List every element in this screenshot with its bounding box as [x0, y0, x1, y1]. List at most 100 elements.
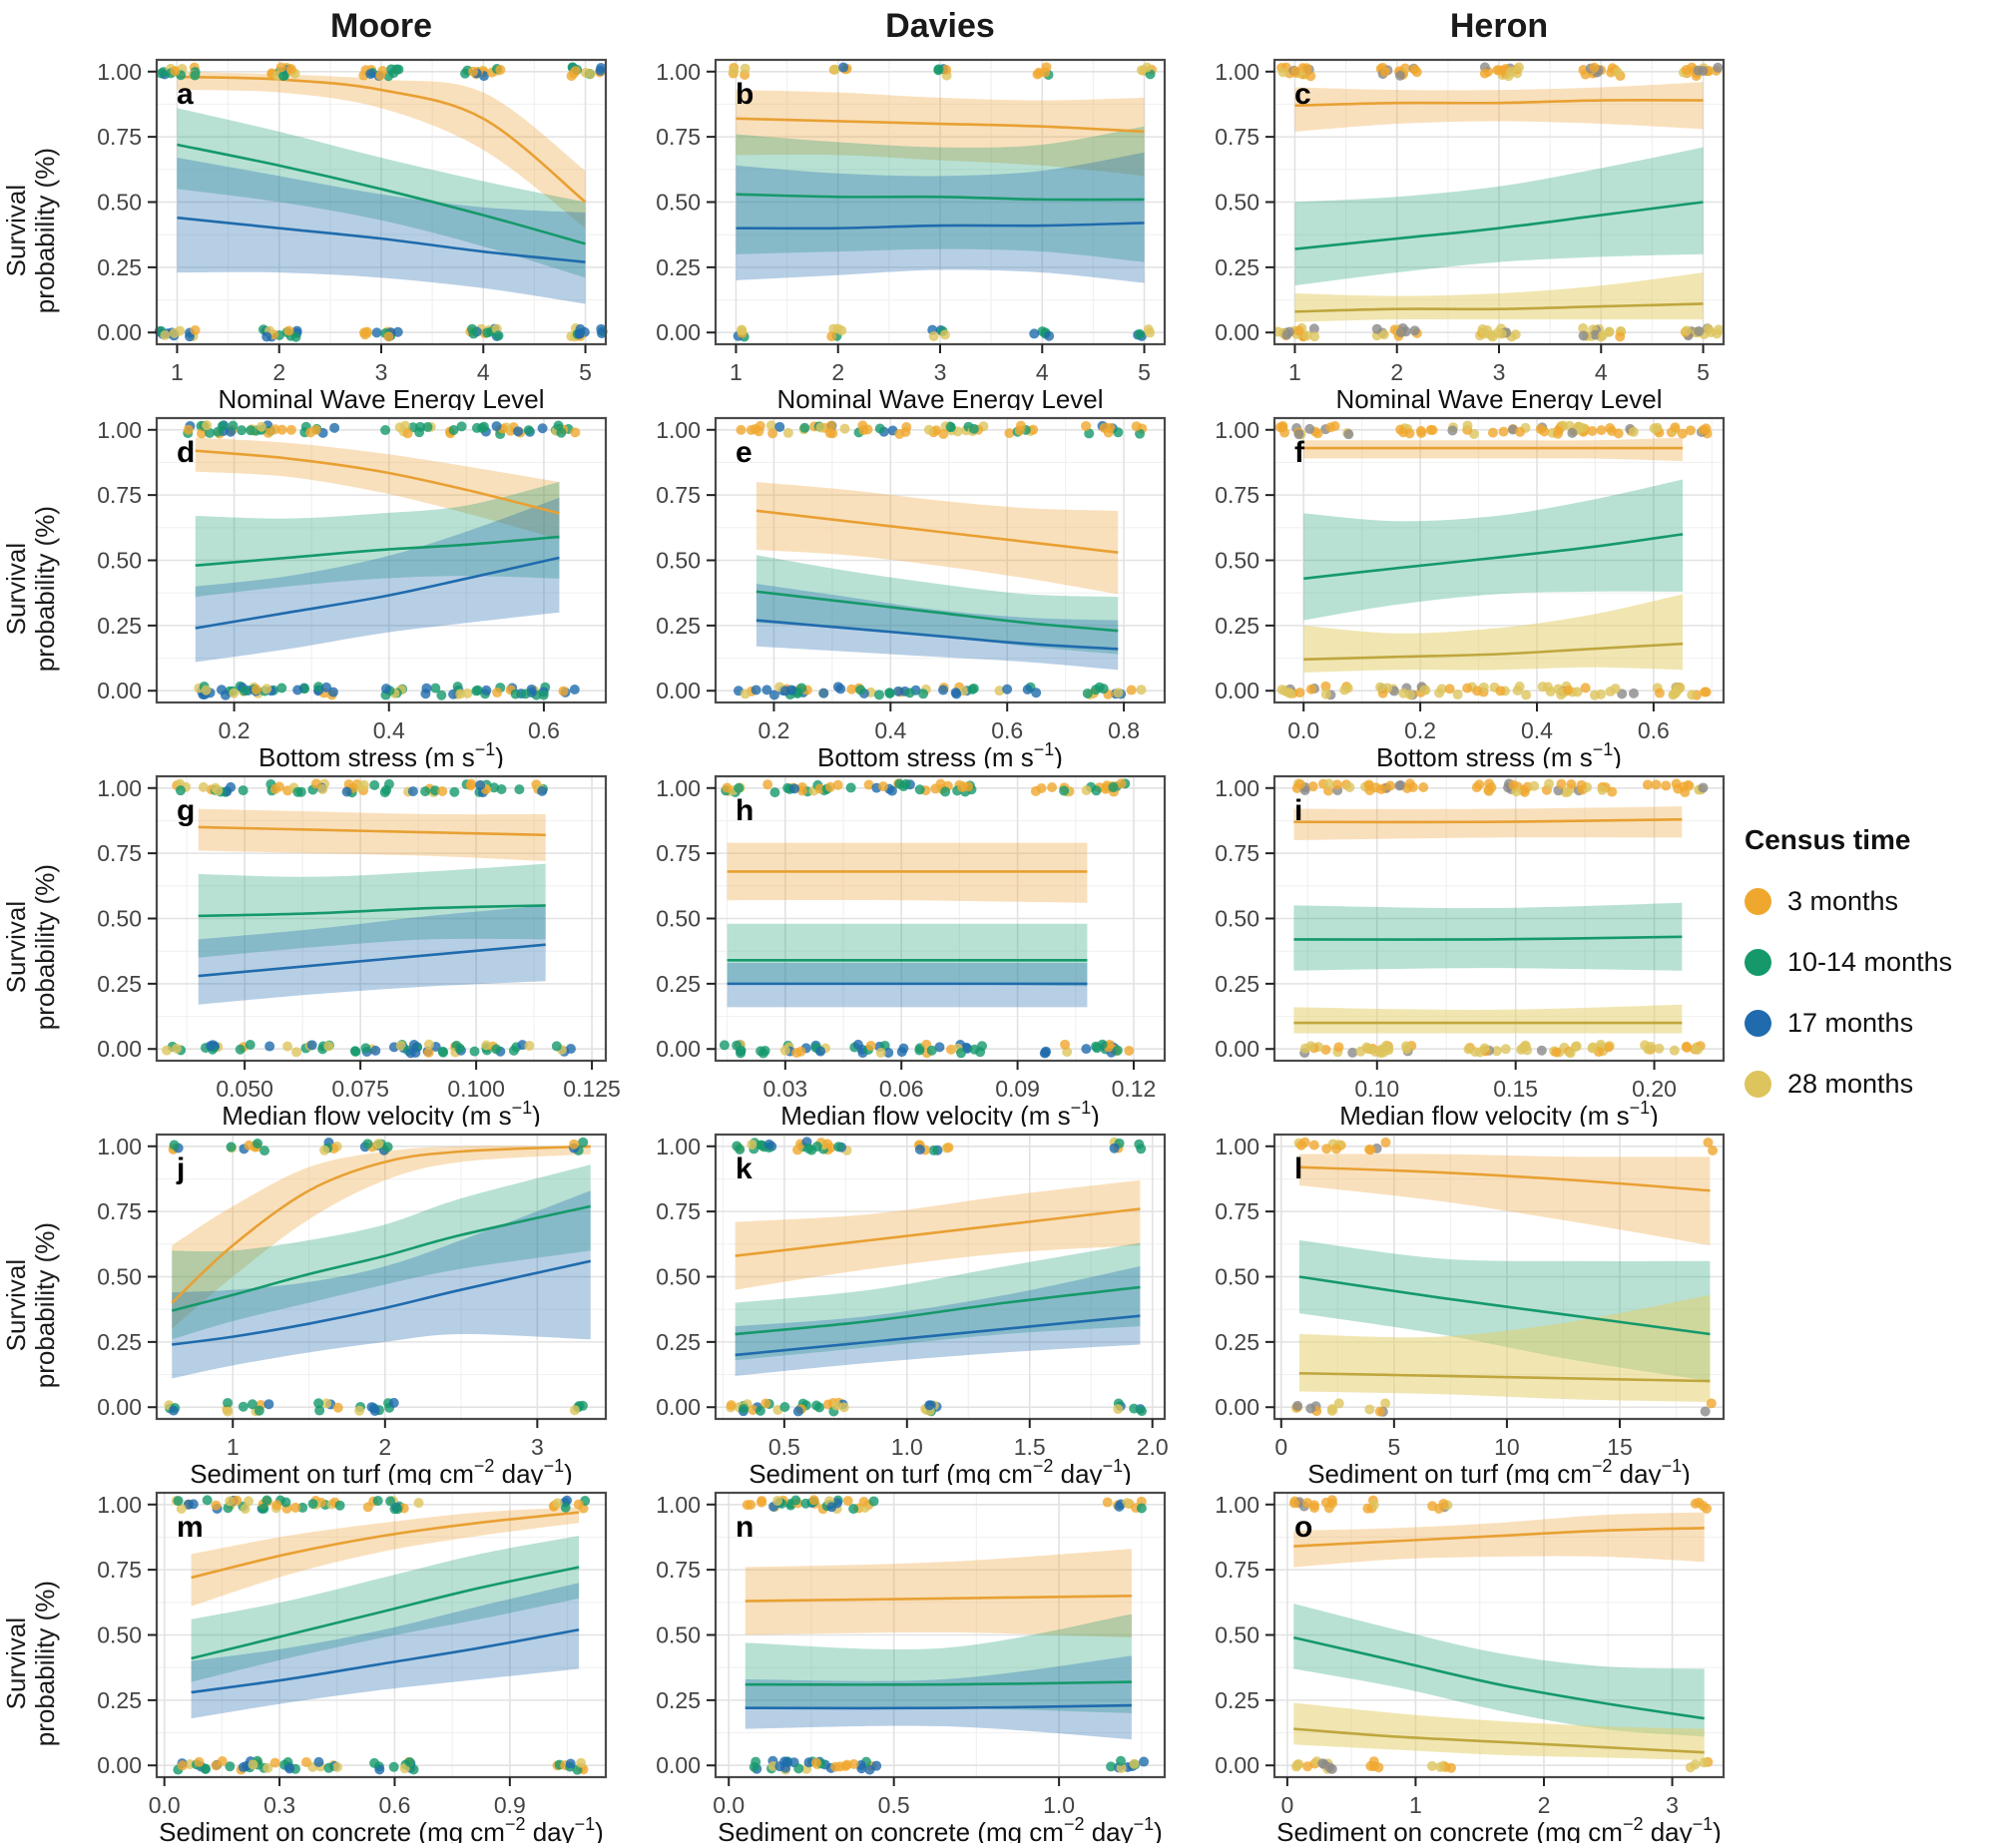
axis-ticks [707, 786, 1135, 1070]
svg-text:0.00: 0.00 [97, 1752, 142, 1778]
trend-line-m17 [736, 222, 1145, 231]
svg-text:0.00: 0.00 [1215, 1752, 1259, 1778]
svg-text:0.00: 0.00 [656, 1036, 701, 1062]
panel-d: 0.2 0.4 0.6 1.00 0.75 0.50 0.25 0.00 d Bottom str… [62, 410, 621, 772]
x-tick-labels: 1 2 3 [227, 1434, 544, 1460]
panel-i-svg: 0.10 0.15 0.20 1.00 0.75 0.50 0.25 0.00 i Median … [1215, 775, 1726, 1131]
y-tick-labels: 1.00 0.75 0.50 0.25 0.00 [97, 417, 142, 703]
ribbon-m10 [727, 923, 1088, 987]
svg-text:0.9: 0.9 [494, 1792, 526, 1818]
ribbon-m28 [1293, 1702, 1705, 1761]
svg-text:1: 1 [1288, 359, 1301, 385]
ribbon-m3 [735, 1179, 1141, 1290]
y-tick-labels: 1.00 0.75 0.50 0.25 0.00 [1215, 417, 1259, 703]
legend-item-10-14-months: 10-14 months [1745, 947, 2002, 978]
svg-text:1.00: 1.00 [1215, 59, 1259, 85]
grid-major [1274, 1493, 1724, 1777]
y-axis-label: Survival probability (%) [0, 1581, 61, 1747]
trend-line-m10 [745, 1680, 1132, 1686]
svg-text:0.25: 0.25 [656, 1329, 701, 1355]
ribbon-m3 [1303, 437, 1684, 462]
svg-text:0.0: 0.0 [149, 1792, 181, 1818]
panel-d-svg: 0.2 0.4 0.6 1.00 0.75 0.50 0.25 0.00 d Bottom str… [97, 417, 608, 772]
ribbon-m3 [172, 1146, 591, 1329]
svg-text:1.00: 1.00 [97, 1492, 142, 1518]
svg-text:0.125: 0.125 [563, 1076, 621, 1102]
grid-minor [157, 418, 606, 702]
axis-ticks [1265, 1145, 1621, 1428]
svg-text:0.25: 0.25 [1215, 1329, 1259, 1355]
svg-text:0.00: 0.00 [656, 678, 701, 703]
panel-letter: a [177, 78, 194, 111]
panel-c: 1 2 3 4 5 1.00 0.75 0.50 0.25 0.00 c Nominal Wave E… [1180, 52, 1739, 414]
svg-text:0.25: 0.25 [97, 1329, 142, 1355]
panel-h: 0.03 0.06 0.09 0.12 1.00 0.75 0.50 0.25 0.00 h Med… [621, 768, 1180, 1131]
x-axis-title: Median flow velocity (m s−1) [222, 1098, 541, 1127]
svg-text:1.00: 1.00 [656, 1134, 701, 1159]
rug-points [1288, 1495, 1714, 1774]
svg-text:0.00: 0.00 [656, 1752, 701, 1778]
ribbon-m28 [1293, 1004, 1683, 1034]
axis-ticks [1265, 1503, 1674, 1786]
svg-text:2: 2 [378, 1434, 391, 1460]
x-axis-title: Median flow velocity (m s−1) [1339, 1098, 1659, 1127]
svg-text:1: 1 [227, 1434, 240, 1460]
trend-line-m3 [177, 75, 587, 204]
trend-line-m3 [191, 1511, 580, 1580]
svg-text:1.00: 1.00 [1215, 417, 1259, 443]
ribbon-m17 [735, 1266, 1141, 1376]
y-tick-labels: 1.00 0.75 0.50 0.25 0.00 [97, 59, 142, 345]
svg-text:0.50: 0.50 [97, 1264, 142, 1290]
svg-text:0.75: 0.75 [1215, 482, 1259, 508]
trend-line-m17 [198, 943, 546, 978]
panel-k-svg: 0.5 1.0 1.5 2.0 1.00 0.75 0.50 0.25 0.00 k Sedimen… [656, 1134, 1168, 1489]
axis-ticks [707, 428, 1126, 711]
rug-points [171, 1495, 591, 1775]
svg-text:3: 3 [934, 359, 947, 385]
svg-text:2: 2 [1538, 1792, 1551, 1818]
svg-text:1.5: 1.5 [1014, 1434, 1046, 1460]
svg-text:1.00: 1.00 [656, 417, 701, 443]
ribbon-m10 [745, 1614, 1132, 1713]
x-axis-title: Bottom stress (m s−1) [817, 739, 1063, 768]
svg-text:0.4: 0.4 [373, 717, 405, 743]
panel-letter: m [177, 1511, 204, 1544]
svg-text:0.50: 0.50 [1215, 190, 1259, 216]
panel-letter: l [1294, 1153, 1302, 1185]
trend-line-m10 [1294, 201, 1704, 250]
svg-text:0.50: 0.50 [1215, 548, 1259, 574]
ribbon-m10 [1303, 479, 1684, 621]
census-10-14-months-dot-icon [1745, 949, 1771, 976]
trend-line-m10 [1303, 533, 1684, 581]
svg-text:1.00: 1.00 [97, 775, 142, 801]
x-tick-labels: 1 2 3 4 5 [171, 359, 592, 385]
panel-letter: j [176, 1153, 185, 1185]
panel-b-svg: 1 2 3 4 5 1.00 0.75 0.50 0.25 0.00 b Nominal Wave E… [656, 59, 1167, 414]
svg-text:1.00: 1.00 [656, 59, 701, 85]
svg-text:0.0: 0.0 [1287, 717, 1319, 743]
x-tick-labels: 0.2 0.4 0.6 0.8 [757, 717, 1140, 743]
ribbon-m3 [727, 842, 1088, 903]
trend-line-m28 [1294, 302, 1704, 313]
panel-n: 0.0 0.5 1.0 1.00 0.75 0.50 0.25 0.00 n Sediment o… [621, 1485, 1180, 1847]
x-tick-labels: 0.0 0.3 0.6 0.9 [149, 1792, 526, 1818]
ribbon-m17 [745, 1655, 1132, 1740]
svg-text:5: 5 [579, 359, 592, 385]
axis-ticks [148, 70, 587, 353]
panel-letter: k [736, 1153, 752, 1185]
svg-text:4: 4 [1036, 359, 1049, 385]
svg-text:0.10: 0.10 [1354, 1076, 1399, 1102]
svg-text:0.75: 0.75 [97, 124, 142, 150]
trend-line-m17 [735, 1314, 1141, 1357]
svg-text:3: 3 [1493, 359, 1506, 385]
legend-item-17-months: 17 months [1745, 1008, 2002, 1039]
svg-text:0.25: 0.25 [1215, 971, 1259, 997]
svg-text:0.09: 0.09 [995, 1076, 1040, 1102]
trend-line-m3 [1294, 99, 1704, 108]
ribbon-m3 [1293, 806, 1683, 841]
x-axis-title: Bottom stress (m s−1) [258, 739, 504, 768]
y-tick-labels: 1.00 0.75 0.50 0.25 0.00 [656, 59, 701, 345]
svg-text:0.4: 0.4 [874, 717, 906, 743]
trend-line-m3 [735, 1207, 1141, 1257]
svg-text:0.6: 0.6 [528, 717, 560, 743]
